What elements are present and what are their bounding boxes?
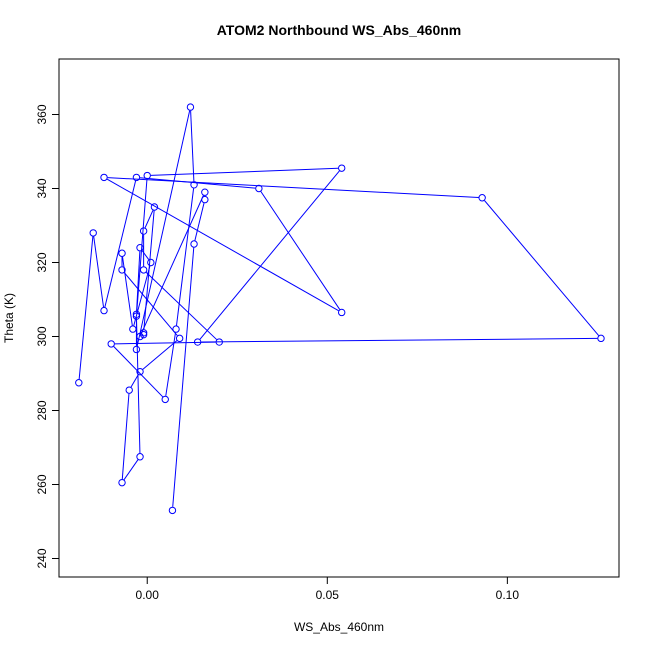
data-point xyxy=(338,308,346,317)
y-tick-label: 300 xyxy=(35,326,49,346)
data-point xyxy=(338,164,346,172)
data-point xyxy=(168,506,177,515)
series-segment xyxy=(107,177,479,199)
series-segment xyxy=(78,236,94,380)
data-point xyxy=(118,478,126,487)
series-segment xyxy=(201,337,598,343)
y-tick-label: 340 xyxy=(35,178,49,198)
series-segment xyxy=(260,191,341,310)
series-segment xyxy=(130,374,139,388)
series-segment xyxy=(484,200,600,336)
series-layer xyxy=(75,103,605,515)
series-segment xyxy=(143,210,155,330)
data-point xyxy=(136,453,144,461)
series-segment xyxy=(190,110,195,182)
y-axis: 240 260 280 300 320 340 360 xyxy=(35,104,60,569)
series-segment xyxy=(150,167,339,176)
x-tick-label: 0.05 xyxy=(316,588,340,602)
series-segment xyxy=(123,459,139,480)
series-segment xyxy=(114,341,216,345)
data-point xyxy=(100,173,108,182)
data-point xyxy=(147,258,155,267)
data-point xyxy=(139,266,148,274)
series-segment xyxy=(123,272,178,336)
data-point xyxy=(136,244,144,252)
data-point xyxy=(190,181,198,189)
data-point xyxy=(190,240,198,248)
data-point xyxy=(75,379,83,387)
series-segment xyxy=(104,180,137,308)
data-point xyxy=(161,395,169,404)
data-point xyxy=(150,203,159,211)
series-segment xyxy=(133,265,151,326)
data-point xyxy=(201,188,209,196)
series-segment xyxy=(141,195,204,334)
series-segment xyxy=(172,247,195,507)
series-segment xyxy=(165,332,176,396)
data-point xyxy=(186,103,195,111)
series-segment xyxy=(175,188,195,326)
chart-title: ATOM2 Northbound WS_Abs_460nm xyxy=(217,22,462,38)
series-segment xyxy=(194,202,205,241)
data-point xyxy=(118,249,126,257)
series-segment xyxy=(122,256,133,326)
series-segment xyxy=(136,179,148,313)
series-segment xyxy=(139,177,256,189)
y-tick-label: 260 xyxy=(35,474,49,494)
data-point xyxy=(139,330,148,339)
y-tick-label: 320 xyxy=(35,252,49,272)
series-segment xyxy=(121,393,130,480)
y-tick-label: 360 xyxy=(35,104,49,124)
data-point xyxy=(201,195,209,204)
data-point xyxy=(139,227,148,235)
data-point xyxy=(255,184,263,193)
data-point xyxy=(193,338,202,346)
data-point xyxy=(478,194,486,202)
data-point xyxy=(132,345,141,354)
series-segment xyxy=(113,346,164,398)
data-point xyxy=(215,338,223,346)
data-point xyxy=(125,386,133,394)
x-axis-label: WS_Abs_460nm xyxy=(294,620,384,634)
data-point xyxy=(143,171,151,180)
series-segment xyxy=(199,170,340,340)
data-point xyxy=(132,310,141,318)
series-segment xyxy=(145,272,217,340)
series-segment xyxy=(136,319,141,454)
data-point xyxy=(136,332,144,341)
y-tick-label: 240 xyxy=(35,548,49,568)
x-tick-label: 0.00 xyxy=(136,588,160,602)
data-point xyxy=(100,306,108,315)
data-point xyxy=(175,334,184,343)
data-point xyxy=(172,325,180,333)
data-point xyxy=(118,266,126,274)
data-point xyxy=(89,229,97,237)
data-point xyxy=(129,325,137,333)
data-point xyxy=(107,340,115,348)
y-axis-label: Theta (K) xyxy=(2,293,16,343)
x-axis: 0.00 0.05 0.10 xyxy=(136,576,520,602)
series-segment xyxy=(136,251,141,311)
series-segment xyxy=(142,340,178,370)
y-tick-label: 280 xyxy=(35,400,49,420)
data-point xyxy=(132,173,141,182)
x-tick-label: 0.10 xyxy=(496,588,520,602)
data-point xyxy=(597,334,605,343)
series-segment xyxy=(144,210,154,228)
series-segment xyxy=(93,236,105,308)
data-point xyxy=(136,367,144,376)
